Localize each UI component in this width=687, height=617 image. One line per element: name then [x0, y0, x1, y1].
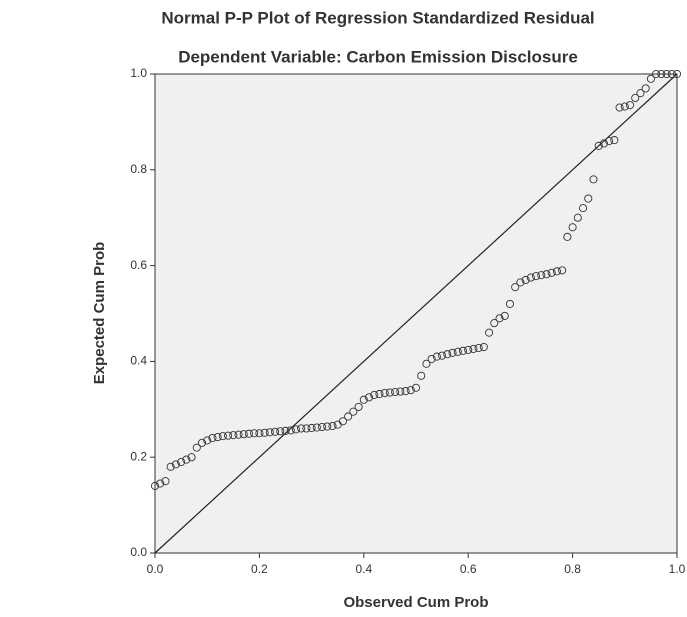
y-tick-label: 0.8: [130, 162, 147, 176]
y-tick-label: 0.4: [130, 354, 147, 368]
chart: Normal P-P Plot of Regression Standardiz…: [0, 0, 687, 612]
x-tick-label: 1.0: [669, 562, 686, 576]
x-axis-label: Observed Cum Prob: [343, 594, 488, 611]
page: Normal P-P Plot of Regression Standardiz…: [0, 0, 687, 617]
y-tick-label: 1.0: [130, 66, 147, 80]
y-tick-label: 0.2: [130, 449, 147, 463]
chart-title: Normal P-P Plot of Regression Standardiz…: [161, 8, 594, 27]
y-axis-label: Expected Cum Prob: [91, 242, 108, 385]
x-tick-label: 0.6: [460, 562, 477, 576]
x-tick-label: 0.4: [355, 562, 372, 576]
x-tick-label: 0.8: [564, 562, 581, 576]
y-tick-label: 0.0: [130, 545, 147, 559]
x-tick-label: 0.0: [147, 562, 164, 576]
x-tick-label: 0.2: [251, 562, 268, 576]
chart-subtitle: Dependent Variable: Carbon Emission Disc…: [178, 47, 578, 66]
y-tick-label: 0.6: [130, 258, 147, 272]
